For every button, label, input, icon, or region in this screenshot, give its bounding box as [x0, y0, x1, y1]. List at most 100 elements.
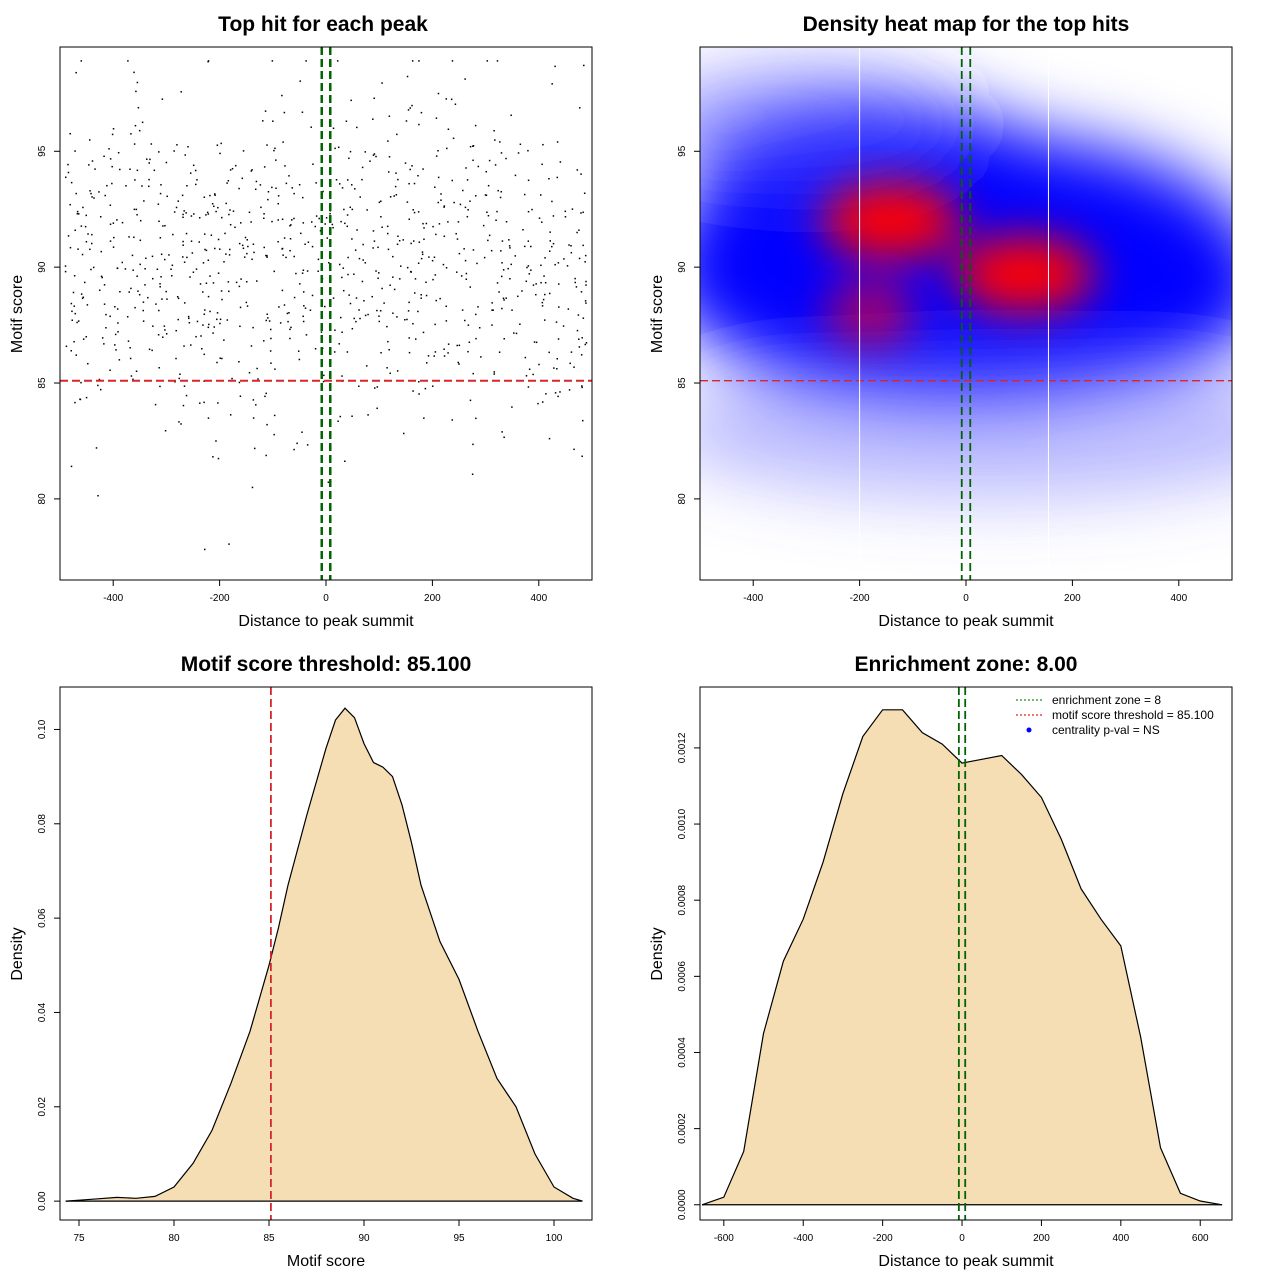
scatter-point	[458, 344, 461, 347]
scatter-point	[527, 179, 530, 182]
scatter-point	[406, 318, 408, 321]
scatter-point	[440, 193, 442, 195]
scatter-point	[456, 238, 459, 240]
scatter-point	[198, 241, 200, 243]
x-tick-label: 90	[358, 1233, 370, 1244]
scatter-point	[125, 185, 127, 187]
scatter-point	[84, 225, 87, 228]
scatter-point	[182, 240, 184, 243]
scatter-point	[76, 213, 79, 215]
scatter-point	[363, 300, 365, 302]
scatter-point	[128, 291, 130, 293]
scatter-point	[341, 187, 344, 189]
scatter-point	[303, 305, 305, 307]
scatter-point	[160, 184, 162, 186]
scatter-point	[158, 220, 160, 223]
scatter-point	[67, 235, 70, 237]
scatter-point	[277, 202, 280, 205]
scatter-point	[116, 308, 119, 310]
scatter-point	[510, 263, 513, 266]
scatter-point	[362, 243, 364, 246]
scatter-point	[115, 349, 117, 351]
y-tick-label: 0.02	[37, 1097, 48, 1117]
scatter-point	[559, 161, 562, 163]
scatter-point	[400, 265, 402, 267]
scatter-point	[94, 168, 96, 170]
scatter-point	[185, 394, 188, 397]
scatter-point	[211, 203, 214, 205]
scatter-point	[437, 176, 440, 179]
scatter-point	[215, 440, 217, 442]
chart-title: Motif score threshold: 85.100	[181, 653, 472, 676]
scatter-point	[82, 206, 84, 209]
scatter-point	[299, 80, 302, 82]
scatter-point	[375, 155, 377, 158]
scatter-point	[275, 159, 277, 161]
scatter-point	[407, 310, 410, 312]
scatter-point	[574, 277, 576, 280]
scatter-point	[423, 238, 425, 241]
scatter-point	[157, 334, 160, 336]
scatter-point	[289, 249, 291, 252]
scatter-point	[69, 132, 71, 135]
scatter-point	[530, 245, 532, 248]
scatter-point	[127, 340, 130, 342]
scatter-point	[517, 152, 520, 154]
scatter-point	[152, 325, 154, 327]
scatter-point	[252, 417, 255, 419]
scatter-point	[274, 368, 276, 370]
scatter-point	[109, 158, 112, 160]
scatter-point	[90, 268, 92, 271]
scatter-point	[402, 239, 405, 241]
scatter-point	[217, 457, 220, 460]
scatter-point	[251, 169, 253, 171]
scatter-point	[180, 91, 182, 93]
density-area	[701, 709, 1223, 1205]
scatter-point	[505, 221, 508, 223]
scatter-point	[349, 302, 352, 305]
scatter-point	[97, 494, 99, 497]
scatter-point	[342, 289, 345, 292]
scatter-point	[569, 362, 571, 365]
scatter-point	[541, 305, 544, 307]
scatter-point	[229, 248, 231, 251]
x-tick-label: -400	[743, 593, 763, 604]
scatter-point	[573, 448, 575, 451]
scatter-point	[164, 224, 166, 227]
scatter-point	[302, 320, 305, 323]
scatter-point	[234, 226, 236, 229]
scatter-point	[221, 357, 223, 360]
scatter-point	[584, 343, 587, 346]
scatter-point	[146, 158, 148, 160]
scatter-point	[105, 313, 107, 316]
y-tick-label: 0.06	[37, 908, 48, 928]
scatter-point	[467, 324, 470, 326]
scatter-point	[93, 197, 95, 199]
scatter-point	[388, 115, 391, 117]
scatter-point	[177, 318, 179, 321]
scatter-point	[570, 245, 572, 247]
scatter-point	[244, 236, 247, 239]
scatter-point	[465, 278, 468, 280]
scatter-point	[531, 208, 533, 211]
scatter-point	[472, 145, 475, 147]
scatter-point	[443, 355, 446, 357]
scatter-point	[417, 174, 419, 177]
x-tick-label: -600	[714, 1233, 734, 1244]
scatter-point	[101, 337, 104, 339]
scatter-point	[532, 284, 535, 286]
density-peak	[954, 236, 1095, 313]
scatter-point	[257, 378, 259, 380]
scatter-point	[229, 223, 232, 226]
scatter-point	[485, 194, 488, 197]
scatter-point	[578, 229, 580, 231]
y-tick-label: 90	[677, 261, 688, 273]
scatter-point	[270, 362, 272, 364]
scatter-point	[74, 401, 76, 404]
scatter-point	[301, 111, 304, 114]
y-tick-label: 0.0002	[677, 1113, 688, 1144]
scatter-point	[170, 268, 172, 271]
scatter-point	[291, 187, 294, 189]
scatter-point	[281, 247, 284, 250]
scatter-point	[168, 254, 170, 256]
